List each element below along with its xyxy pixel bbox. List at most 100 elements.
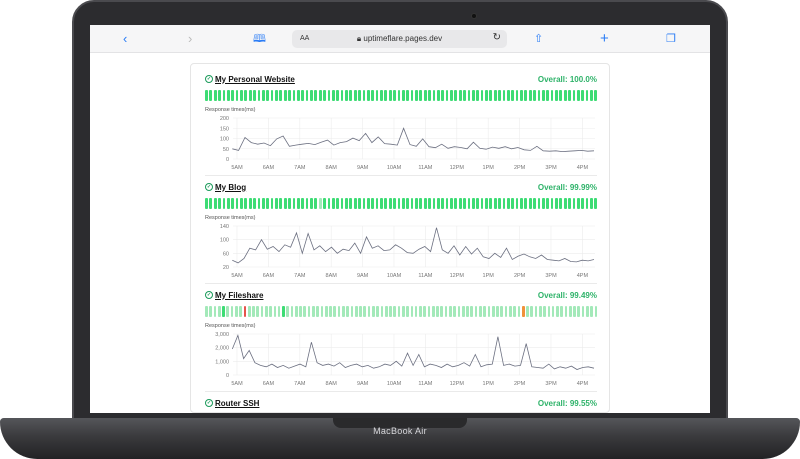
uptime-bar[interactable] xyxy=(410,90,414,101)
uptime-bar[interactable] xyxy=(498,90,501,101)
uptime-bar[interactable] xyxy=(489,90,493,101)
uptime-bar[interactable] xyxy=(500,306,504,317)
uptime-bar[interactable] xyxy=(226,198,230,209)
uptime-bar[interactable] xyxy=(362,90,366,101)
uptime-bar[interactable] xyxy=(498,198,501,209)
uptime-bar[interactable] xyxy=(234,306,238,317)
uptime-bar[interactable] xyxy=(590,306,593,317)
uptime-bar[interactable] xyxy=(296,90,300,101)
uptime-bar[interactable] xyxy=(266,90,270,101)
uptime-bar[interactable] xyxy=(586,306,589,317)
uptime-bar[interactable] xyxy=(511,198,515,209)
uptime-bar[interactable] xyxy=(362,198,366,209)
uptime-bar[interactable] xyxy=(244,198,248,209)
uptime-bar[interactable] xyxy=(541,90,545,101)
uptime-bar[interactable] xyxy=(445,198,449,209)
uptime-bar[interactable] xyxy=(307,306,311,317)
uptime-bar[interactable] xyxy=(393,306,397,317)
uptime-bar[interactable] xyxy=(401,198,405,209)
uptime-bar[interactable] xyxy=(502,90,506,101)
share-icon[interactable]: ⇧ xyxy=(534,33,544,45)
uptime-bar[interactable] xyxy=(581,306,585,317)
uptime-bar[interactable] xyxy=(384,198,388,209)
uptime-bar[interactable] xyxy=(371,306,375,317)
uptime-bar[interactable] xyxy=(520,198,523,209)
uptime-bar[interactable] xyxy=(467,198,471,209)
uptime-bar[interactable] xyxy=(327,198,331,209)
uptime-bar[interactable] xyxy=(489,198,493,209)
uptime-bar[interactable] xyxy=(576,90,580,101)
uptime-bar[interactable] xyxy=(329,306,332,317)
uptime-bar[interactable] xyxy=(506,90,510,101)
uptime-bar[interactable] xyxy=(493,198,497,209)
uptime-bar[interactable] xyxy=(485,90,488,101)
uptime-bar[interactable] xyxy=(388,198,392,209)
uptime-bar[interactable] xyxy=(436,198,440,209)
uptime-bar[interactable] xyxy=(491,306,495,317)
uptime-bar[interactable] xyxy=(323,198,326,209)
uptime-bar[interactable] xyxy=(576,198,580,209)
uptime-bar[interactable] xyxy=(530,306,534,317)
uptime-bar[interactable] xyxy=(427,306,431,317)
uptime-bar[interactable] xyxy=(371,198,375,209)
uptime-bar[interactable] xyxy=(275,90,278,101)
uptime-bar[interactable] xyxy=(590,90,593,101)
uptime-bar[interactable] xyxy=(240,198,243,209)
uptime-bar[interactable] xyxy=(253,198,256,209)
uptime-bar[interactable] xyxy=(441,198,445,209)
uptime-bar[interactable] xyxy=(340,90,344,101)
uptime-bar[interactable] xyxy=(487,306,491,317)
uptime-bar[interactable] xyxy=(463,90,466,101)
uptime-bar[interactable] xyxy=(336,198,340,209)
uptime-bar[interactable] xyxy=(288,90,291,101)
uptime-bar[interactable] xyxy=(380,90,383,101)
uptime-bar[interactable] xyxy=(415,198,418,209)
uptime-bar[interactable] xyxy=(235,90,239,101)
uptime-bar[interactable] xyxy=(205,306,208,317)
uptime-bar[interactable] xyxy=(551,306,555,317)
uptime-bar[interactable] xyxy=(458,90,462,101)
uptime-bar[interactable] xyxy=(474,306,478,317)
chevron-right-icon[interactable]: › xyxy=(188,31,193,46)
uptime-bar[interactable] xyxy=(375,90,379,101)
uptime-bar[interactable] xyxy=(528,90,532,101)
uptime-bar[interactable] xyxy=(320,306,324,317)
uptime-bar[interactable] xyxy=(471,198,475,209)
uptime-bar[interactable] xyxy=(290,306,294,317)
uptime-bar[interactable] xyxy=(239,306,242,317)
uptime-bar[interactable] xyxy=(222,198,226,209)
uptime-bar[interactable] xyxy=(454,90,458,101)
uptime-bar[interactable] xyxy=(264,306,268,317)
uptime-bar[interactable] xyxy=(354,306,358,317)
uptime-bar[interactable] xyxy=(331,90,335,101)
uptime-bar[interactable] xyxy=(367,306,371,317)
uptime-bar[interactable] xyxy=(323,90,326,101)
uptime-bar[interactable] xyxy=(314,198,318,209)
uptime-bar[interactable] xyxy=(218,198,221,209)
uptime-bar[interactable] xyxy=(375,198,379,209)
uptime-bar[interactable] xyxy=(458,198,462,209)
uptime-bar[interactable] xyxy=(502,198,506,209)
uptime-bar[interactable] xyxy=(524,90,528,101)
uptime-bar[interactable] xyxy=(406,90,410,101)
uptime-bar[interactable] xyxy=(350,306,354,317)
uptime-bar[interactable] xyxy=(428,198,431,209)
uptime-bar[interactable] xyxy=(333,306,337,317)
uptime-bar[interactable] xyxy=(543,306,546,317)
uptime-bar[interactable] xyxy=(496,306,499,317)
tabs-icon[interactable]: ❐ xyxy=(666,33,676,45)
uptime-bar[interactable] xyxy=(559,198,563,209)
uptime-bar[interactable] xyxy=(538,306,542,317)
uptime-bar[interactable] xyxy=(205,198,208,209)
uptime-bar[interactable] xyxy=(463,198,466,209)
uptime-bar[interactable] xyxy=(528,198,532,209)
uptime-bar[interactable] xyxy=(240,90,243,101)
uptime-bar[interactable] xyxy=(480,198,484,209)
uptime-bar[interactable] xyxy=(301,198,305,209)
monitor-title[interactable]: ✓ My Personal Website xyxy=(205,74,295,84)
uptime-bar[interactable] xyxy=(218,90,221,101)
uptime-bar[interactable] xyxy=(572,198,576,209)
uptime-bar[interactable] xyxy=(310,90,313,101)
uptime-bar[interactable] xyxy=(432,90,436,101)
uptime-bar[interactable] xyxy=(366,198,370,209)
